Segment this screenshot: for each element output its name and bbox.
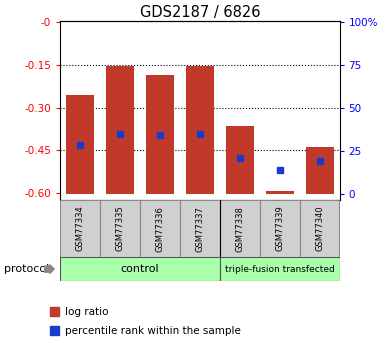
Bar [266, 191, 294, 194]
Bar [66, 95, 94, 194]
Text: GSM77337: GSM77337 [195, 206, 204, 252]
Text: percentile rank within the sample: percentile rank within the sample [65, 326, 241, 336]
Text: protocol: protocol [4, 264, 49, 274]
Text: GSM77336: GSM77336 [156, 206, 165, 252]
Bar [60, 257, 220, 281]
Title: GDS2187 / 6826: GDS2187 / 6826 [140, 4, 260, 20]
Text: triple-fusion transfected: triple-fusion transfected [225, 265, 334, 274]
Bar [260, 200, 300, 257]
Text: GSM77339: GSM77339 [275, 206, 284, 252]
Text: GSM77334: GSM77334 [76, 206, 85, 252]
Text: control: control [121, 264, 159, 274]
Bar [60, 200, 100, 257]
Bar [300, 200, 340, 257]
Bar [180, 200, 220, 257]
Text: log ratio: log ratio [65, 307, 108, 317]
Bar [146, 75, 174, 194]
Bar [220, 257, 340, 281]
Text: GSM77340: GSM77340 [315, 206, 324, 252]
Bar [100, 200, 140, 257]
Bar [140, 200, 180, 257]
Text: GSM77335: GSM77335 [116, 206, 125, 252]
Bar [306, 147, 334, 194]
Bar [220, 200, 260, 257]
Bar [186, 66, 214, 194]
Text: GSM77338: GSM77338 [235, 206, 244, 252]
Bar [226, 126, 254, 194]
Bar [106, 66, 134, 194]
